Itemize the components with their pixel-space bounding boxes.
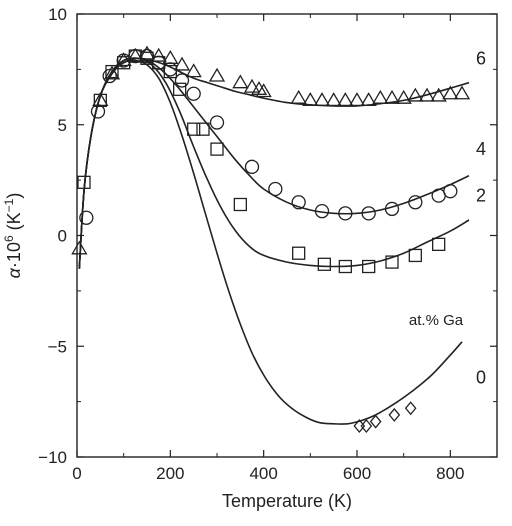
y-axis-title-symbol: α	[4, 267, 24, 278]
point-triangle	[442, 85, 459, 100]
point-square	[292, 246, 306, 260]
fit-curves	[78, 57, 470, 425]
series-label-2: 2	[476, 186, 486, 206]
y-tick-label: −5	[48, 337, 67, 356]
y-tick-label: −10	[38, 448, 67, 467]
y-axis-title-unit: (K	[4, 212, 24, 235]
series-labels: 6 4 2 0	[476, 48, 486, 387]
plot-frame	[76, 13, 498, 458]
x-tick-label: 600	[343, 464, 371, 483]
point-triangle	[138, 45, 156, 60]
series-label-0: 0	[476, 367, 486, 387]
point-triangle	[348, 92, 366, 107]
point-triangle	[255, 83, 272, 98]
point-triangle	[92, 92, 109, 107]
point-circle	[443, 184, 458, 199]
point-circle	[186, 86, 201, 101]
y-tick-label: 5	[58, 116, 67, 135]
point-square	[196, 122, 210, 136]
point-triangle	[290, 89, 307, 104]
x-tick-label: 200	[156, 464, 184, 483]
tick-labels: 0 200 400 600 800 −10 −5 0 5 10	[38, 5, 464, 483]
point-square	[338, 259, 352, 274]
point-square	[432, 237, 446, 252]
point-triangle	[337, 92, 354, 107]
y-axis-title-unit-exponent: −1	[2, 198, 16, 212]
point-triangle	[127, 47, 144, 62]
point-square	[77, 175, 91, 189]
point-triangle	[232, 74, 249, 89]
point-triangle	[250, 81, 268, 95]
point-circle	[314, 203, 330, 219]
point-square	[362, 259, 376, 274]
point-triangle	[103, 65, 121, 80]
x-tick-label: 400	[249, 464, 277, 483]
y-tick-label: 10	[48, 5, 67, 24]
x-tick-label: 0	[72, 464, 81, 483]
point-triangle	[150, 47, 167, 62]
point-circle	[291, 195, 306, 210]
point-circle	[79, 210, 94, 225]
point-square	[210, 142, 224, 156]
point-circle	[209, 115, 225, 130]
y-axis-title: α·106 (K−1)	[2, 193, 24, 279]
point-square	[408, 248, 422, 263]
svg-text:α·106 (K−1): α·106 (K−1)	[2, 193, 24, 279]
point-square	[233, 197, 247, 212]
point-triangle	[430, 87, 447, 102]
point-circle	[244, 159, 260, 174]
point-triangle	[372, 89, 389, 104]
fit-curve-4	[78, 57, 470, 269]
y-axis-title-close: )	[4, 193, 24, 199]
y-axis-title-exponent: 6	[2, 235, 16, 242]
point-circle	[408, 195, 423, 210]
point-diamond	[369, 414, 382, 429]
point-circle	[174, 73, 190, 88]
point-circle	[139, 48, 155, 64]
y-tick-label: 0	[58, 227, 67, 246]
point-diamond	[360, 418, 373, 434]
point-triangle	[407, 87, 424, 102]
point-triangle	[395, 89, 412, 104]
point-square	[385, 255, 399, 269]
fit-curve-0	[78, 59, 463, 425]
point-triangle	[185, 63, 202, 78]
point-triangle	[115, 52, 132, 67]
point-triangle	[71, 240, 88, 255]
point-circle	[361, 206, 376, 221]
point-circle	[268, 181, 283, 197]
point-circle	[384, 201, 400, 217]
point-triangle	[383, 89, 401, 104]
point-triangle	[453, 85, 471, 100]
point-square	[187, 122, 201, 136]
point-square	[173, 82, 187, 96]
fit-curve-6	[78, 57, 470, 269]
point-triangle	[325, 92, 342, 107]
point-square	[317, 257, 331, 271]
point-diamond	[388, 407, 401, 422]
fit-curve-2	[78, 57, 470, 269]
point-triangle	[302, 92, 319, 107]
point-diamond	[404, 401, 417, 416]
x-tick-label: 800	[436, 464, 464, 483]
point-triangle	[360, 92, 377, 107]
point-triangle	[208, 67, 226, 82]
point-circle	[338, 206, 353, 221]
series-label-4: 4	[476, 139, 486, 159]
point-triangle	[243, 78, 261, 93]
point-triangle	[162, 50, 179, 64]
point-triangle	[173, 56, 191, 71]
x-axis-title: Temperature (K)	[222, 491, 352, 511]
series-label-6: 6	[476, 48, 486, 68]
legend-title: at.% Ga	[409, 312, 464, 329]
y-axis-title-factor: ·10	[4, 242, 24, 268]
point-triangle	[418, 87, 436, 102]
point-triangle	[313, 92, 331, 107]
axis-ticks	[76, 13, 497, 458]
data-markers	[71, 45, 471, 434]
